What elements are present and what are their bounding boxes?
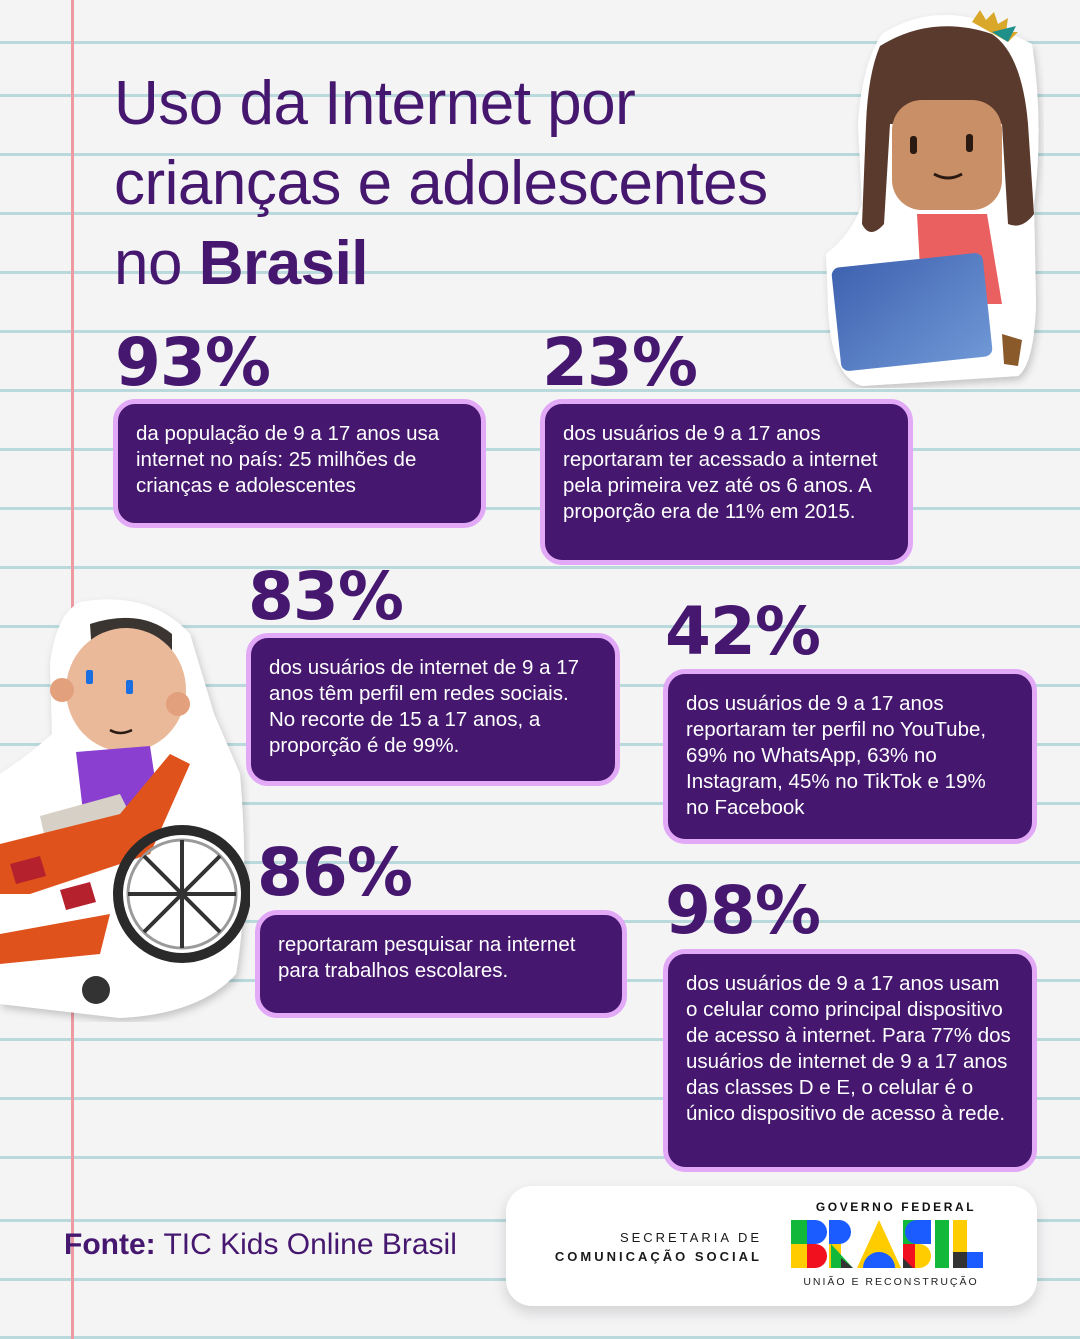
- stat-description: dos usuários de internet de 9 a 17 anos …: [269, 656, 579, 757]
- uniao-reconstrucao-label: UNIÃO E RECONSTRUÇÃO: [803, 1276, 979, 1288]
- ruled-line: [0, 1336, 1080, 1339]
- stat-value-83: 83%: [248, 558, 404, 635]
- stat-card-86: reportaram pesquisar na internet para tr…: [255, 910, 627, 1018]
- secom-line-1: SECRETARIA DE: [619, 1230, 762, 1245]
- page-title: Uso da Internet por crianças e adolescen…: [114, 64, 768, 304]
- source-value: TIC Kids Online Brasil: [163, 1228, 457, 1261]
- stat-description: dos usuários de 9 a 17 anos reportaram t…: [563, 422, 878, 523]
- government-logo-box: SECRETARIA DE COMUNICAÇÃO SOCIAL GOVERNO…: [506, 1186, 1037, 1306]
- stat-description: reportaram pesquisar na internet para tr…: [278, 933, 576, 982]
- governo-federal-label: GOVERNO FEDERAL: [815, 1200, 977, 1214]
- source-label: Fonte:: [64, 1228, 156, 1261]
- stat-value-93: 93%: [115, 324, 271, 401]
- stat-card-42: dos usuários de 9 a 17 anos reportaram t…: [663, 669, 1037, 844]
- secom-line-2: COMUNICAÇÃO SOCIAL: [554, 1249, 762, 1264]
- stat-description: da população de 9 a 17 anos usa internet…: [136, 422, 440, 497]
- stat-value-86: 86%: [257, 834, 413, 911]
- stat-description: dos usuários de 9 a 17 anos usam o celul…: [686, 972, 1011, 1125]
- ruled-line: [0, 566, 1080, 569]
- ruled-line: [0, 1097, 1080, 1100]
- title-line-2: crianças e adolescentes: [114, 149, 768, 218]
- boy-illustration-icon: [0, 599, 251, 1018]
- stat-value-42: 42%: [665, 593, 821, 670]
- stat-card-83: dos usuários de internet de 9 a 17 anos …: [246, 633, 620, 786]
- girl-illustration-icon: [826, 10, 1039, 386]
- ruled-line: [0, 1156, 1080, 1159]
- girl-with-tablet-illustration: [822, 4, 1044, 388]
- ruled-line: [0, 861, 1080, 864]
- ruled-line: [0, 330, 1080, 333]
- title-line-3-prefix: no: [114, 229, 199, 298]
- ruled-line: [0, 1038, 1080, 1041]
- title-line-3-bold: Brasil: [198, 229, 369, 298]
- ruled-line: [0, 271, 1080, 274]
- ruled-line: [0, 212, 1080, 215]
- stat-description: dos usuários de 9 a 17 anos reportaram t…: [686, 692, 987, 819]
- stat-card-93: da população de 9 a 17 anos usa internet…: [113, 399, 486, 528]
- boy-in-wheelchair-illustration: [0, 594, 251, 1022]
- stat-value-98: 98%: [665, 872, 821, 949]
- title-line-1: Uso da Internet por: [114, 69, 636, 138]
- ruled-line: [0, 153, 1080, 156]
- ruled-line: [0, 802, 1080, 805]
- stat-card-23: dos usuários de 9 a 17 anos reportaram t…: [540, 399, 913, 565]
- source-citation: Fonte: TIC Kids Online Brasil: [64, 1228, 457, 1262]
- ruled-line: [0, 389, 1080, 392]
- ruled-line: [0, 625, 1080, 628]
- stat-value-23: 23%: [542, 324, 698, 401]
- secom-label: SECRETARIA DE COMUNICAÇÃO SOCIAL: [555, 1228, 762, 1266]
- stat-card-98: dos usuários de 9 a 17 anos usam o celul…: [663, 949, 1037, 1172]
- brasil-logo-icon: [791, 1220, 983, 1268]
- ruled-line: [0, 41, 1080, 44]
- ruled-line: [0, 94, 1080, 97]
